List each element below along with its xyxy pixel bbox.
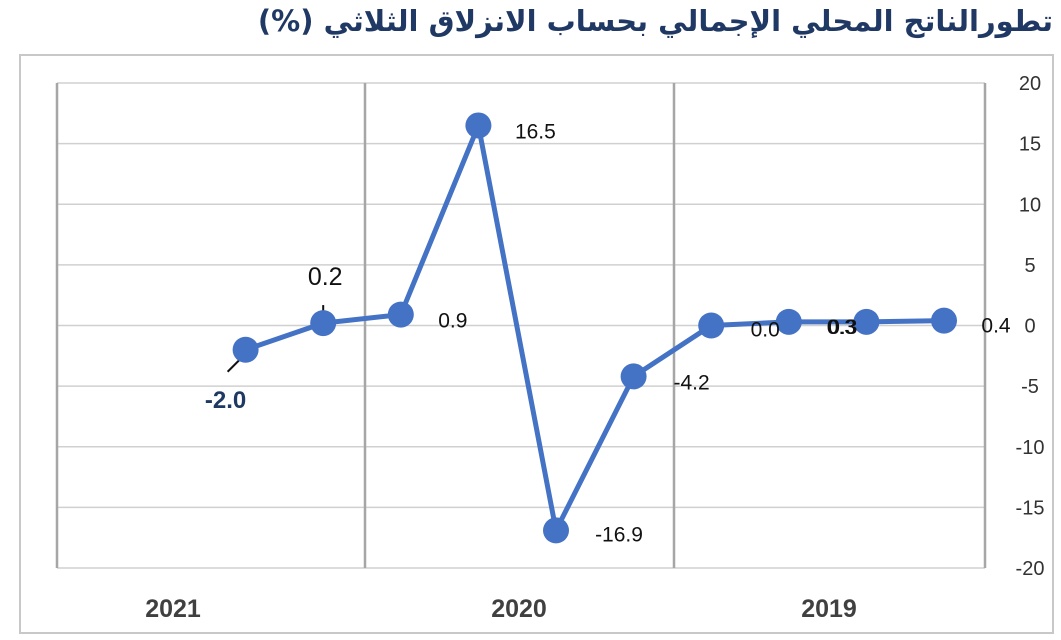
grid: [55, 82, 987, 569]
data-label: 0.0: [751, 319, 780, 342]
data-label: 0.4: [981, 315, 1011, 338]
data-point: [698, 312, 725, 339]
data-label: 0.3: [827, 316, 856, 339]
y-tick-label: 10: [1019, 194, 1041, 216]
data-label: 0.2: [308, 263, 343, 291]
y-tick-label: 15: [1019, 134, 1041, 156]
y-tick-label: -5: [1021, 376, 1039, 398]
data-point: [387, 301, 414, 328]
y-tick-label: 20: [1019, 73, 1041, 95]
data-label: 0.9: [438, 310, 467, 333]
y-tick-label: 5: [1024, 255, 1035, 277]
data-point: [620, 363, 647, 390]
data-point: [465, 112, 492, 139]
x-year-label: 2019: [801, 595, 857, 623]
y-tick-label: -10: [1016, 437, 1045, 459]
y-tick-label: 0: [1024, 316, 1035, 338]
x-year-label: 2021: [145, 595, 201, 623]
series-line: [243, 122, 947, 533]
data-label: -2.0: [205, 387, 246, 414]
x-axis-year-labels: 2019 2020 2021: [145, 595, 857, 623]
series-markers: [232, 112, 957, 544]
data-point: [853, 308, 880, 335]
y-axis-ticks: 20 15 10 5 0 -5 -10 -15 -20: [1016, 73, 1045, 580]
data-label: -16.9: [595, 523, 643, 546]
data-label: -4.2: [674, 371, 710, 394]
y-tick-label: -15: [1016, 497, 1045, 519]
data-label: 0.3: [828, 316, 857, 339]
x-year-label: 2020: [491, 595, 547, 623]
data-point: [931, 307, 957, 334]
data-point: [775, 308, 802, 335]
data-point: [543, 517, 569, 544]
chart-title: تطورالناتج المحلي الإجمالي بحساب الانزلا…: [257, 4, 1053, 38]
y-tick-label: -20: [1016, 558, 1045, 580]
chart-frame: [19, 54, 1054, 634]
data-point: [232, 336, 259, 363]
data-point: [310, 310, 337, 337]
data-label: 16.5: [515, 120, 556, 143]
data-labels: 0.40.30.30.0-4.2-16.916.50.90.2-2.0: [205, 120, 1011, 546]
